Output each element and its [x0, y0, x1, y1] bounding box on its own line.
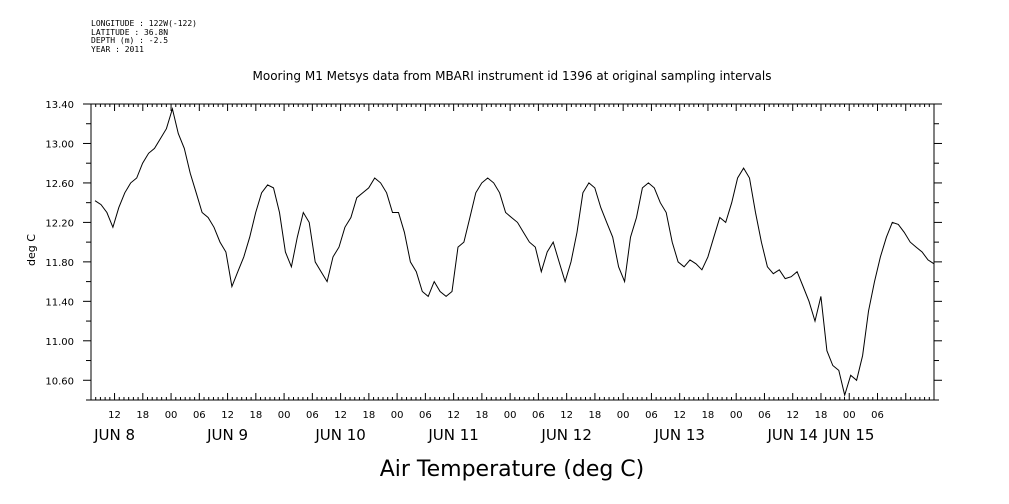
- chart-title: Mooring M1 Metsys data from MBARI instru…: [253, 69, 772, 83]
- x-day-label: JUN 12: [540, 426, 591, 444]
- x-tick-label: 00: [278, 410, 291, 421]
- x-tick-label: 06: [758, 410, 771, 421]
- x-tick-label: 00: [730, 410, 743, 421]
- x-axis-label: Air Temperature (deg C): [380, 457, 645, 482]
- y-axis-label: deg C: [25, 234, 38, 266]
- x-day-labels: JUN 8 JUN 9 JUN 10 JUN 11 JUN 12 JUN 13 JUN 14…: [93, 426, 874, 444]
- x-tick-label: 06: [532, 410, 545, 421]
- x-tick-label: 00: [617, 410, 630, 421]
- air-temperature-series-line: [94, 106, 935, 398]
- y-tick-label: 13.00: [45, 139, 74, 150]
- x-tick-label: 18: [815, 410, 828, 421]
- x-tick-label: 06: [871, 410, 884, 421]
- x-tick-labels: 12 18 00 06 12 18 00 06 12 18 00 06 12 18 00 06 12 18 00 06…: [108, 410, 884, 421]
- x-tick-label: 12: [108, 410, 121, 421]
- x-tick-label: 06: [645, 410, 658, 421]
- x-day-label: JUN 8: [93, 426, 135, 444]
- x-tick-label: 18: [702, 410, 715, 421]
- x-tick-label: 12: [560, 410, 573, 421]
- x-tick-label: 00: [391, 410, 404, 421]
- x-day-label: JUN 9: [206, 426, 248, 444]
- y-tick-label: 12.20: [45, 218, 74, 229]
- y-tick-label: 11.40: [45, 297, 74, 308]
- x-tick-label: 00: [843, 410, 856, 421]
- x-tick-label: 12: [221, 410, 234, 421]
- x-day-label: JUN 10: [314, 426, 365, 444]
- x-day-label: JUN 13: [653, 426, 704, 444]
- x-tick-label: 06: [419, 410, 432, 421]
- latitude-text: LATITUDE : 36.8N: [91, 27, 169, 37]
- axis-ticks: [83, 103, 942, 401]
- x-tick-label: 00: [504, 410, 517, 421]
- x-day-label: JUN 15: [823, 426, 874, 444]
- x-day-label: JUN 11: [427, 426, 478, 444]
- x-tick-label: 12: [786, 410, 799, 421]
- x-tick-label: 18: [362, 410, 375, 421]
- plot-frame: [90, 103, 935, 401]
- metadata-block: LONGITUDE : 122W(-122) LATITUDE : 36.8N …: [91, 19, 197, 54]
- y-tick-label: 13.40: [45, 100, 74, 111]
- y-tick-label: 10.60: [45, 376, 74, 387]
- y-tick-label: 11.80: [45, 258, 74, 269]
- y-tick-label: 12.60: [45, 179, 74, 190]
- x-tick-label: 18: [476, 410, 489, 421]
- depth-text: DEPTH (m) : -2.5: [91, 36, 169, 45]
- x-tick-label: 06: [306, 410, 319, 421]
- y-tick-label: 11.00: [45, 337, 74, 348]
- x-tick-label: 12: [673, 410, 686, 421]
- x-tick-label: 12: [447, 410, 460, 421]
- x-tick-label: 00: [165, 410, 178, 421]
- x-tick-label: 12: [334, 410, 347, 421]
- x-tick-label: 18: [136, 410, 149, 421]
- x-day-label: JUN 14: [766, 426, 817, 444]
- x-tick-label: 18: [249, 410, 262, 421]
- year-text: YEAR : 2011: [91, 44, 144, 54]
- y-tick-labels: 13.40 13.00 12.60 12.20 11.80 11.40 11.00 10.60: [45, 100, 74, 387]
- x-tick-label: 06: [193, 410, 206, 421]
- x-tick-label: 18: [589, 410, 602, 421]
- longitude-text: LONGITUDE : 122W(-122): [91, 19, 197, 28]
